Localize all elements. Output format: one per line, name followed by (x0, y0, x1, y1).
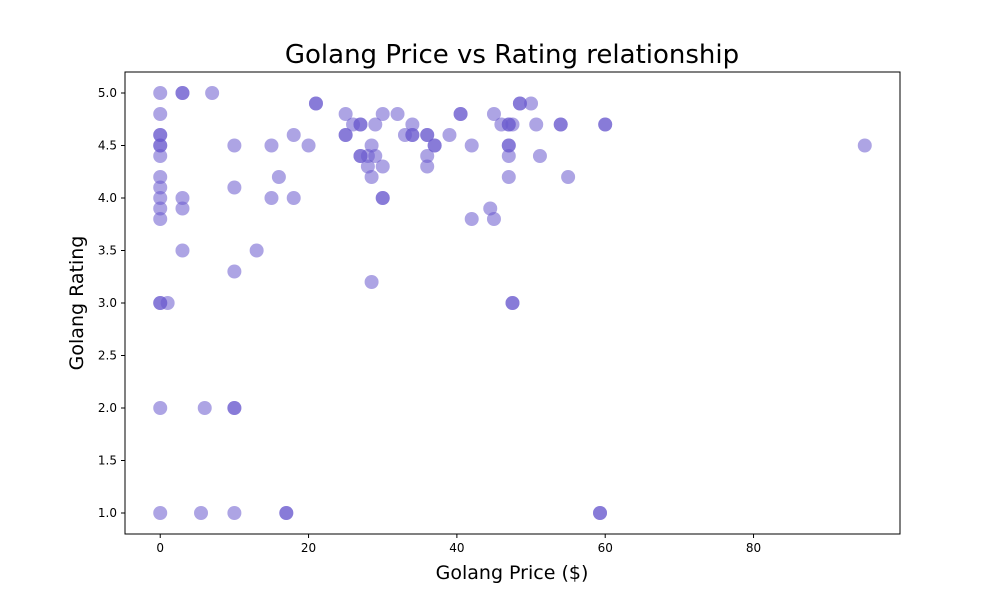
data-point (227, 401, 242, 415)
data-point (483, 201, 498, 216)
data-point (375, 159, 390, 174)
data-point (405, 117, 420, 132)
data-point (524, 96, 539, 111)
data-point (368, 117, 383, 132)
data-point (405, 128, 420, 142)
y-axis-label: Golang Rating (66, 236, 88, 371)
data-point (453, 107, 468, 121)
data-point (249, 243, 264, 258)
points-layer (153, 86, 872, 520)
x-tick-label: 40 (449, 541, 464, 555)
data-point (227, 506, 242, 520)
data-point (420, 128, 435, 142)
y-tick-label: 1.0 (98, 506, 117, 520)
data-point (227, 264, 242, 279)
data-point (598, 117, 613, 132)
data-point (360, 159, 375, 174)
data-point (205, 86, 220, 100)
y-axis: 1.0 1.5 2.0 2.5 3.0 3.5 4.0 4.5 5.0 (98, 86, 125, 520)
data-point (561, 170, 576, 184)
data-point (153, 401, 168, 415)
data-point (501, 149, 516, 163)
data-point (197, 401, 212, 415)
data-point (532, 149, 547, 163)
data-point (375, 107, 390, 121)
data-point (301, 138, 316, 153)
y-tick-label: 1.5 (98, 454, 117, 468)
data-point (160, 296, 175, 310)
data-point (153, 191, 168, 205)
x-axis: 0 20 40 60 80 (156, 534, 761, 555)
data-point (153, 212, 168, 226)
data-point (338, 107, 353, 121)
x-tick-label: 20 (301, 541, 316, 555)
data-point (505, 117, 520, 132)
data-point (442, 128, 457, 142)
data-point (364, 170, 379, 184)
data-point (153, 201, 168, 216)
data-point (486, 212, 501, 226)
y-tick-label: 3.0 (98, 296, 117, 310)
chart-title: Golang Price vs Rating relationship (285, 40, 739, 70)
data-point (175, 243, 190, 258)
data-point (264, 191, 279, 205)
data-point (375, 191, 390, 205)
data-point (364, 138, 379, 153)
x-axis-label: Golang Price ($) (436, 562, 589, 584)
data-point (364, 275, 379, 289)
data-point (420, 159, 435, 174)
x-tick-label: 80 (746, 541, 761, 555)
data-point (553, 117, 568, 132)
data-point (420, 149, 435, 163)
data-point (175, 86, 190, 100)
data-point (529, 117, 544, 132)
data-point (264, 138, 279, 153)
data-point (227, 138, 242, 153)
x-tick-label: 0 (156, 541, 164, 555)
data-point (593, 506, 608, 520)
y-tick-label: 2.5 (98, 349, 117, 363)
data-point (427, 138, 442, 153)
data-point (368, 149, 383, 163)
data-point (353, 117, 368, 132)
x-tick-label: 60 (598, 541, 613, 555)
data-point (501, 170, 516, 184)
data-point (175, 201, 190, 216)
data-point (153, 170, 168, 184)
data-point (464, 138, 479, 153)
data-point (390, 107, 405, 121)
data-point (857, 138, 872, 153)
data-point (286, 128, 301, 142)
data-point (194, 506, 209, 520)
data-point (153, 138, 168, 153)
data-point (153, 128, 168, 142)
data-point (464, 212, 479, 226)
data-point (505, 296, 520, 310)
y-tick-label: 4.0 (98, 191, 117, 205)
y-tick-label: 3.5 (98, 244, 117, 258)
data-point (175, 191, 190, 205)
data-point (153, 149, 168, 163)
data-point (512, 96, 527, 111)
data-point (286, 191, 301, 205)
data-point (486, 107, 501, 121)
data-point (271, 170, 286, 184)
data-point (153, 180, 168, 195)
data-point (227, 180, 242, 195)
data-point (153, 86, 168, 100)
data-point (153, 107, 168, 121)
y-tick-label: 2.0 (98, 401, 117, 415)
data-point (308, 96, 323, 111)
y-tick-label: 4.5 (98, 139, 117, 153)
data-point (153, 506, 168, 520)
data-point (279, 506, 294, 520)
y-tick-label: 5.0 (98, 86, 117, 100)
data-point (338, 128, 353, 142)
data-point (501, 138, 516, 153)
